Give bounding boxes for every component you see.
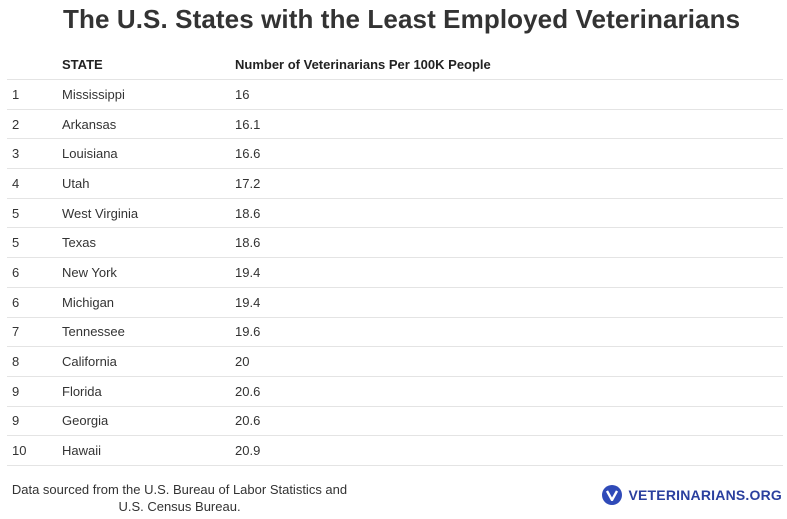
table-row: 6 Michigan 19.4: [7, 288, 783, 318]
table-row: 10 Hawaii 20.9: [7, 436, 783, 466]
brand-name: VETERINARIANS.ORG: [628, 487, 782, 503]
state-cell: California: [62, 354, 117, 370]
table-row: 1 Mississippi 16: [7, 80, 783, 110]
state-cell: New York: [62, 264, 117, 280]
rank-cell: 10: [12, 443, 27, 459]
rank-cell: 1: [12, 86, 20, 102]
state-cell: Florida: [62, 383, 102, 399]
rank-cell: 9: [12, 383, 20, 399]
rank-cell: 4: [12, 175, 20, 191]
table-row: 7 Tennessee 19.6: [7, 318, 783, 348]
value-cell: 19.6: [235, 324, 261, 340]
table-row: 5 West Virginia 18.6: [7, 199, 783, 229]
table-row: 5 Texas 18.6: [7, 228, 783, 259]
rank-cell: 8: [12, 354, 20, 370]
state-cell: Georgia: [62, 413, 109, 429]
rank-cell: 2: [12, 116, 20, 132]
v-logo-icon: [602, 485, 623, 505]
state-cell: West Virginia: [62, 205, 139, 221]
rank-cell: 5: [12, 235, 20, 251]
table-row: 6 New York 19.4: [7, 258, 783, 288]
state-cell: Texas: [62, 235, 96, 251]
state-cell: Utah: [62, 175, 90, 191]
table-header-row: STATE Number of Veterinarians Per 100K P…: [7, 50, 783, 80]
state-cell: Louisiana: [62, 146, 118, 162]
value-cell: 16: [235, 86, 250, 102]
rank-cell: 6: [12, 294, 20, 310]
state-cell: Tennessee: [62, 324, 125, 340]
source-line-1: Data sourced from the U.S. Bureau of Lab…: [11, 482, 348, 497]
value-cell: 20.6: [235, 383, 261, 399]
value-cell: 16.1: [235, 116, 261, 132]
data-table: STATE Number of Veterinarians Per 100K P…: [7, 50, 783, 466]
value-cell: 18.6: [235, 235, 261, 251]
source-note: Data sourced from the U.S. Bureau of Lab…: [7, 481, 352, 515]
header-number: Number of Veterinarians Per 100K People: [235, 57, 491, 72]
value-cell: 16.6: [235, 146, 261, 162]
value-cell: 17.2: [235, 175, 261, 191]
state-cell: Mississippi: [62, 86, 125, 102]
table-row: 2 Arkansas 16.1: [7, 110, 783, 140]
rank-cell: 6: [12, 264, 20, 280]
state-cell: Arkansas: [62, 116, 117, 132]
table-row: 4 Utah 17.2: [7, 169, 783, 199]
table-row: 3 Louisiana 16.6: [7, 139, 783, 170]
source-line-2: U.S. Census Bureau.: [118, 499, 241, 514]
state-cell: Michigan: [62, 294, 115, 310]
value-cell: 18.6: [235, 205, 261, 221]
table-row: 8 California 20: [7, 347, 783, 377]
table-row: 9 Florida 20.6: [7, 377, 783, 407]
value-cell: 20.6: [235, 413, 261, 429]
rank-cell: 7: [12, 324, 20, 340]
value-cell: 20.9: [235, 443, 261, 459]
rank-cell: 9: [12, 413, 20, 429]
rank-cell: 5: [12, 205, 20, 221]
table-body: 1 Mississippi 16 2 Arkansas 16.1 3 Louisiana 16.…: [7, 80, 783, 466]
page-title: The U.S. States with the Least Employed …: [63, 4, 741, 34]
brand-logo[interactable]: VETERINARIANS.ORG: [602, 485, 782, 505]
state-cell: Hawaii: [62, 443, 102, 459]
header-state: STATE: [62, 57, 103, 72]
value-cell: 19.4: [235, 294, 261, 310]
value-cell: 20: [235, 354, 250, 370]
value-cell: 19.4: [235, 264, 261, 280]
table-row: 9 Georgia 20.6: [7, 407, 783, 437]
rank-cell: 3: [12, 146, 20, 162]
